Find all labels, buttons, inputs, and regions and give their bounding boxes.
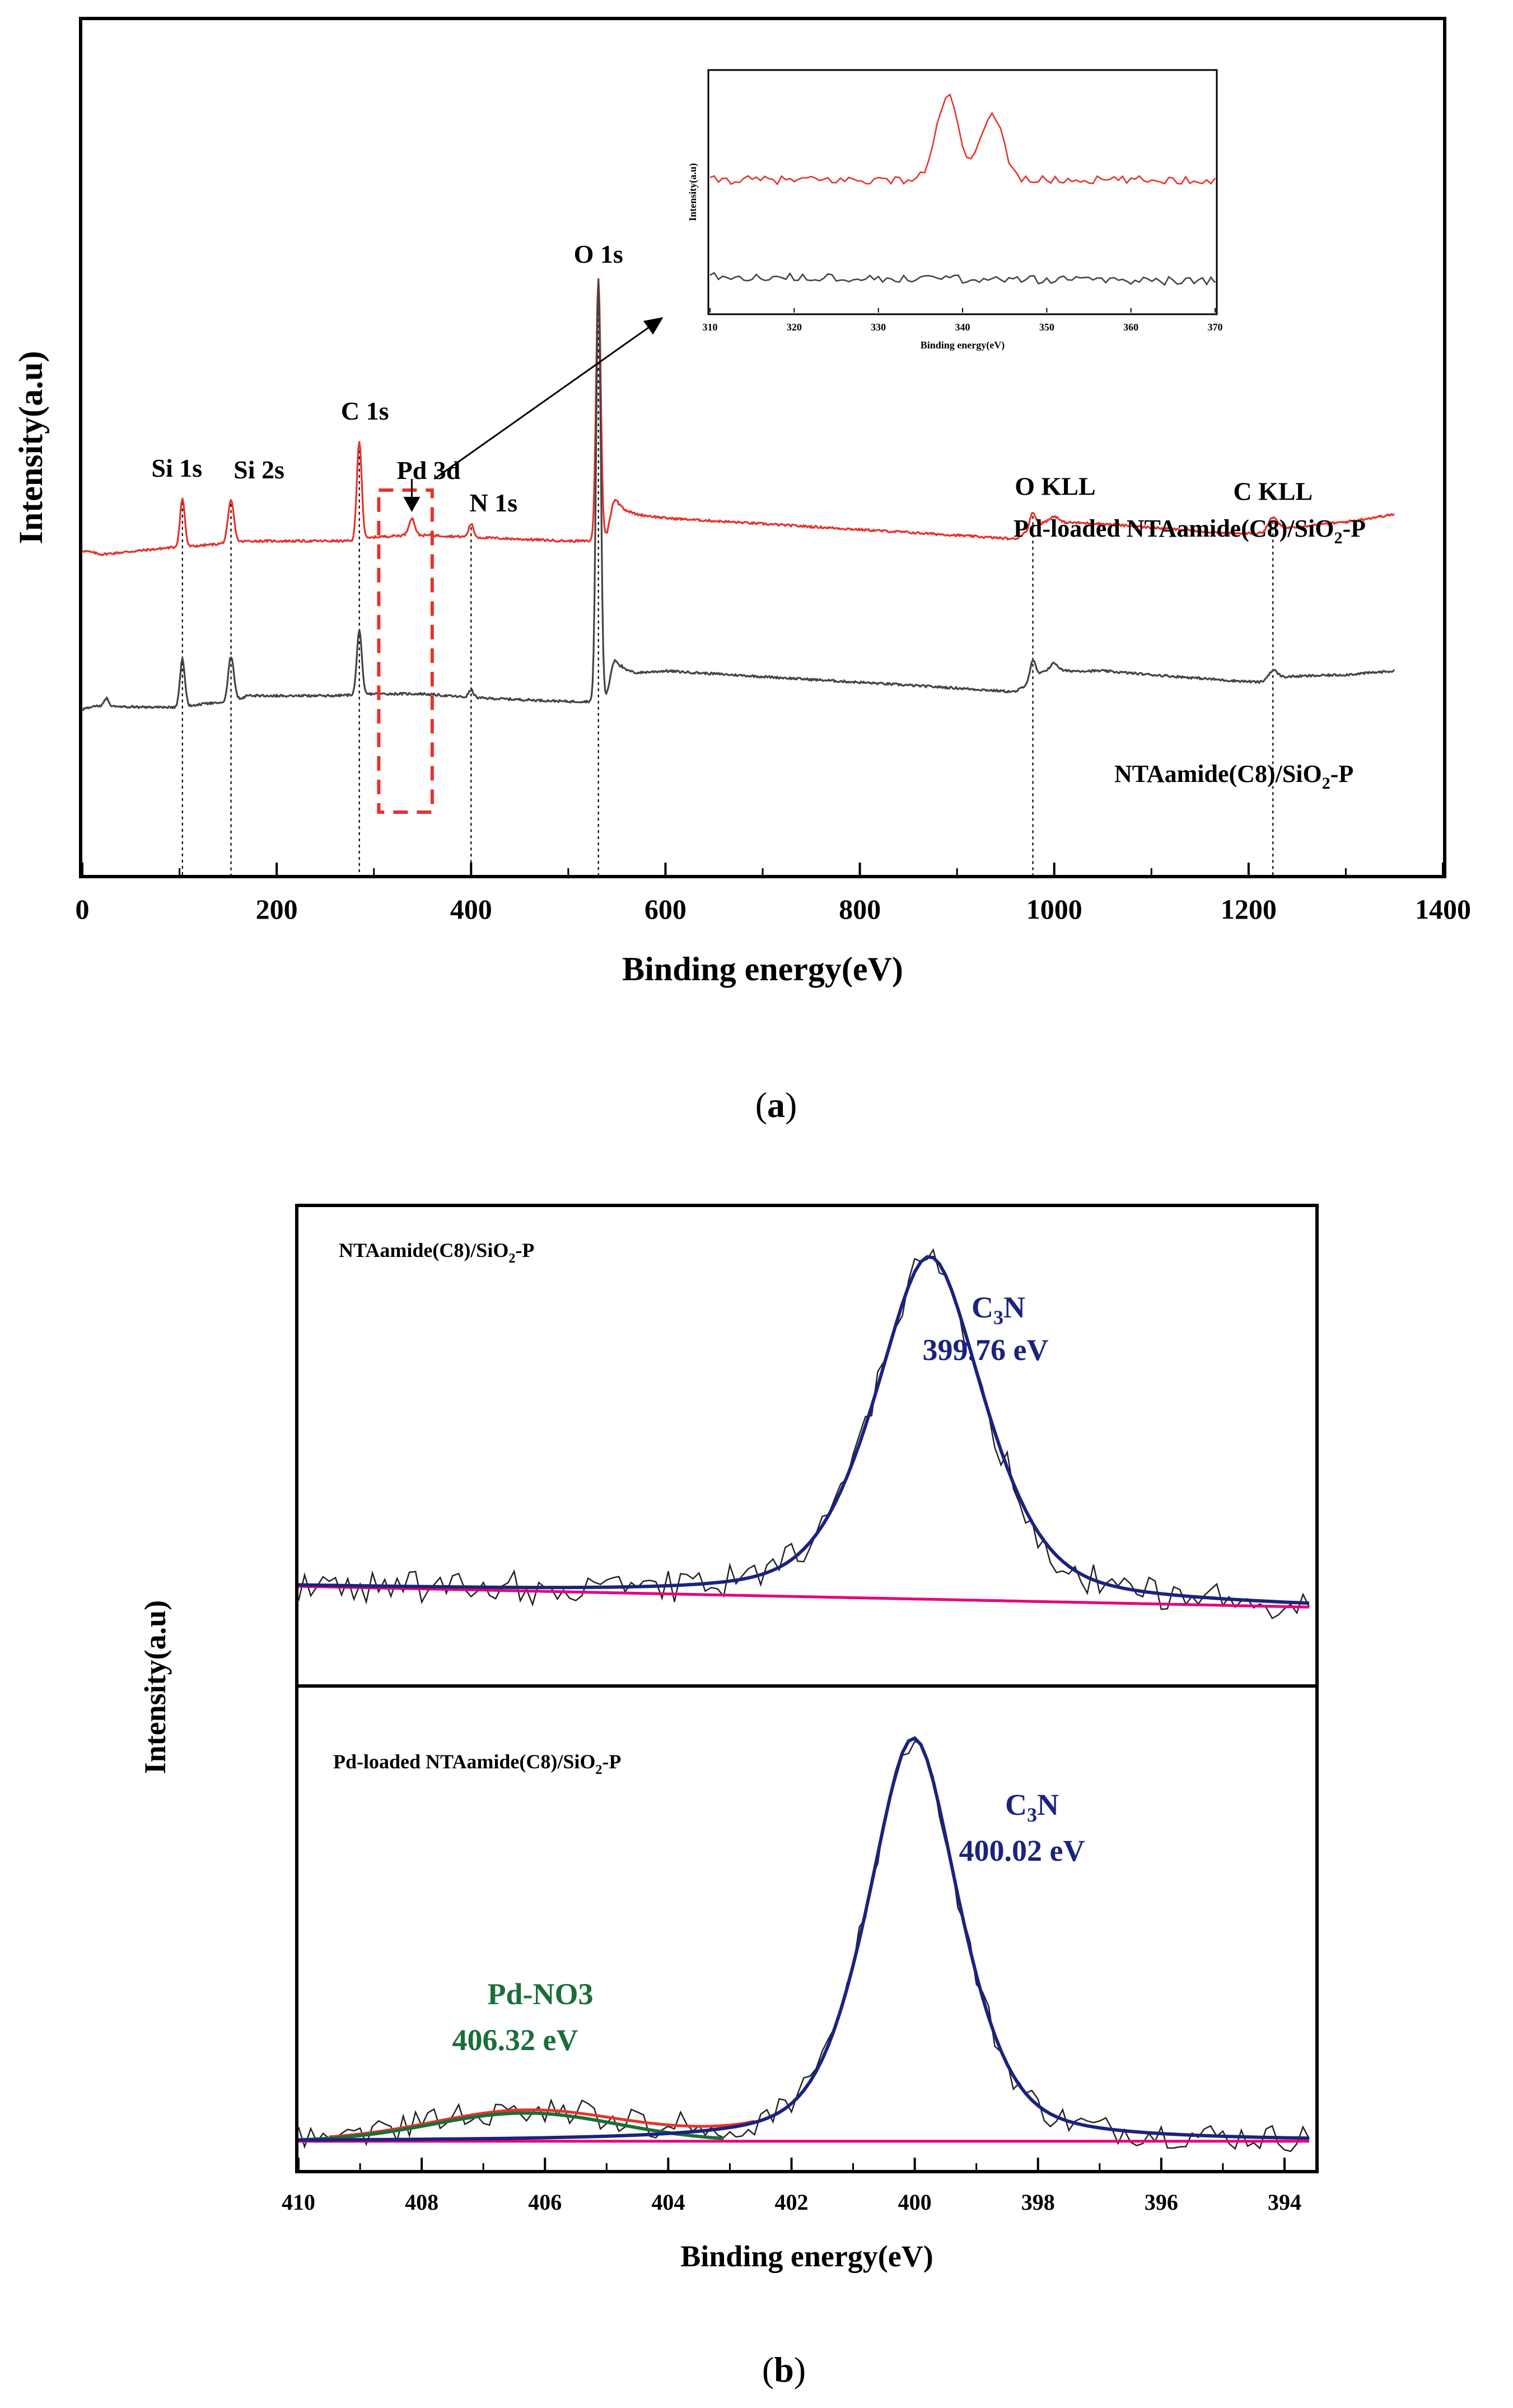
peak-label-pd-3d: Pd 3d xyxy=(397,456,461,485)
panel-b-tick-label: 404 xyxy=(651,2190,685,2215)
panel-b-tick-label: 410 xyxy=(282,2190,315,2215)
inset-tick-label: 370 xyxy=(1208,322,1223,333)
inset-series-unloaded xyxy=(709,272,1216,286)
inset-frame xyxy=(707,69,1218,315)
b-top-c3n-fit xyxy=(298,1255,1310,1605)
peak-label-o-kll: O KLL xyxy=(1015,472,1095,500)
xps-survey-series-pd-loaded xyxy=(82,278,1395,556)
panel-a-tick-label: 200 xyxy=(256,893,298,925)
panel-b-chart: Intensity(a.u) Binding energy(eV) 410 408… xyxy=(138,1204,1319,2390)
b-pdno3-energy: 406.32 eV xyxy=(452,2023,578,2057)
inset-pointer-arrow xyxy=(433,317,664,480)
inset-tick-label: 330 xyxy=(871,322,886,333)
pd3d-inset-chart: 310 320 330 340 350 360 370 Binding energy(eV)… xyxy=(687,69,1223,351)
panel-a-tick-label: 800 xyxy=(839,893,881,925)
panel-b-tick-label: 394 xyxy=(1268,2190,1301,2215)
inset-series xyxy=(709,93,1216,286)
panel-b-x-axis-label: Binding energy(eV) xyxy=(680,2239,933,2273)
panel-a-x-ticks: 0 200 400 600 800 1000 1200 1400 xyxy=(76,863,1471,925)
peak-label-c-kll: C KLL xyxy=(1233,477,1313,505)
panel-a-chart: Intensity(a.u) Binding energy(eV) 0 200 40… xyxy=(12,17,1471,1125)
inset-tick-label: 320 xyxy=(787,322,802,333)
panel-b-tick-label: 402 xyxy=(774,2190,808,2215)
panel-a-x-axis-label: Binding energy(eV) xyxy=(622,951,903,988)
inset-y-axis-label: Intensity(a.u) xyxy=(687,163,699,221)
peak-label-n-1s: N 1s xyxy=(469,488,517,517)
panel-b-tick-label: 406 xyxy=(528,2190,562,2215)
inset-x-axis-label: Binding energy(eV) xyxy=(921,339,1005,351)
pd3d-highlight-box xyxy=(377,488,434,814)
b-top-c3n-energy: 399.76 eV xyxy=(923,1333,1049,1367)
series-label-unloaded: NTAamide(C8)/SiO2-P xyxy=(1114,760,1353,793)
panel-a-plot-frame xyxy=(79,17,1446,878)
panel-a-guide-lines xyxy=(181,282,1274,875)
inset-series-pd-loaded xyxy=(709,93,1216,186)
panel-b-tick-label: 396 xyxy=(1145,2190,1178,2215)
b-bottom-pdno3-fit xyxy=(298,2111,724,2142)
panel-b-tick-label: 408 xyxy=(405,2190,438,2215)
panel-a-tick-label: 400 xyxy=(450,893,492,925)
b-bottom-c3n-label: C3N xyxy=(1005,1788,1059,1826)
peak-label-c-1s: C 1s xyxy=(341,397,389,425)
b-top-raw-data xyxy=(297,1248,1310,1619)
inset-x-ticks: 310 320 330 340 350 360 370 xyxy=(703,308,1223,333)
panel-a-series xyxy=(81,278,1395,711)
b-top-background xyxy=(298,1585,1310,1609)
series-label-pd-loaded: Pd-loaded NTAamide(C8)/SiO2-P xyxy=(1014,515,1366,547)
peak-label-si-1s: Si 1s xyxy=(151,454,202,482)
b-bottom-sample-label: Pd-loaded NTAamide(C8)/SiO2-P xyxy=(333,1750,621,1777)
inset-tick-label: 350 xyxy=(1039,322,1054,333)
panel-b-top-curves xyxy=(297,1248,1310,1619)
peak-label-si-2s: Si 2s xyxy=(234,455,284,484)
panel-b-plot-frame xyxy=(295,1204,1319,2173)
b-top-sample-label: NTAamide(C8)/SiO2-P xyxy=(339,1239,534,1266)
inset-tick-label: 360 xyxy=(1123,322,1138,333)
panel-b-x-ticks: 410 408 406 404 402 400 398 396 394 xyxy=(282,2158,1301,2215)
panel-a-tick-label: 1400 xyxy=(1415,893,1471,925)
caption-b: (b) xyxy=(762,2350,806,2390)
inset-tick-label: 340 xyxy=(955,322,970,333)
panel-b-tick-label: 398 xyxy=(1021,2190,1055,2215)
panel-b-tick-label: 400 xyxy=(898,2190,932,2215)
b-pdno3-label: Pd-NO3 xyxy=(488,1977,594,2011)
panel-a-tick-label: 1000 xyxy=(1026,893,1082,925)
inset-tick-label: 310 xyxy=(703,322,718,333)
b-bottom-raw-data xyxy=(297,1740,1310,2153)
panel-a-tick-label: 1200 xyxy=(1221,893,1277,925)
panel-a-tick-label: 600 xyxy=(645,893,687,925)
b-bottom-c3n-energy: 400.02 eV xyxy=(959,1834,1085,1867)
b-top-c3n-label: C3N xyxy=(972,1291,1025,1329)
panel-a-y-axis-label: Intensity(a.u) xyxy=(12,351,49,544)
panel-a-peak-labels: Si 1s Si 2s C 1s Pd 3d N 1s O 1s O KLL C KLL xyxy=(151,240,1313,517)
b-bottom-c3n-fit xyxy=(298,1736,1310,2142)
panel-b-bottom-curves xyxy=(297,1736,1310,2153)
panel-b-y-axis-label: Intensity(a.u) xyxy=(138,1600,172,1774)
caption-a: (a) xyxy=(755,1085,797,1125)
panel-a-tick-label: 0 xyxy=(76,893,90,925)
xps-survey-series-unloaded xyxy=(81,279,1395,711)
peak-label-o-1s: O 1s xyxy=(574,240,623,268)
b-bottom-envelope xyxy=(329,2108,755,2139)
